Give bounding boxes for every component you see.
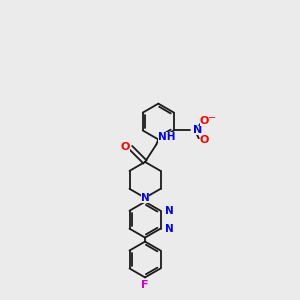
- Text: N: N: [164, 206, 173, 216]
- Text: N: N: [164, 224, 173, 234]
- Text: N: N: [194, 125, 202, 136]
- Text: F: F: [141, 280, 149, 290]
- Text: NH: NH: [158, 132, 176, 142]
- Text: O: O: [200, 135, 209, 146]
- Text: N: N: [141, 193, 149, 203]
- Text: −: −: [208, 112, 216, 123]
- Text: +: +: [196, 121, 203, 130]
- Text: O: O: [200, 116, 209, 125]
- Text: O: O: [121, 142, 130, 152]
